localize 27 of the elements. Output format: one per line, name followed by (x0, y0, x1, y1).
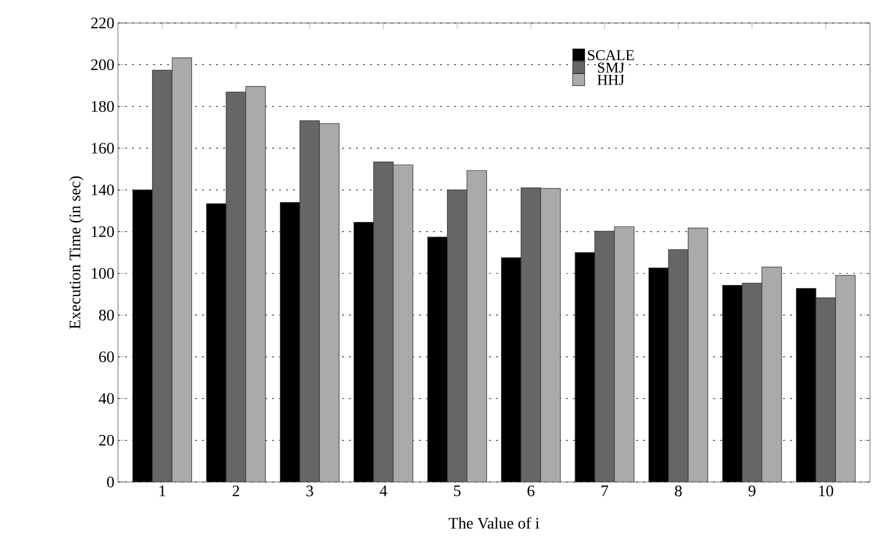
y-tick-label: 100 (92, 268, 114, 279)
y-axis-title: Execution Time (in sec) (69, 176, 84, 329)
x-tick-label: 9 (748, 486, 756, 496)
y-tick-label: 140 (92, 184, 114, 196)
legend-label: SCALE (588, 50, 634, 60)
y-tick-label: 200 (91, 59, 114, 70)
y-tick-label: 0 (107, 476, 114, 488)
y-tick-label: 80 (99, 310, 114, 320)
x-axis-title: The Value of i (448, 517, 540, 529)
y-tick-label: 60 (99, 351, 114, 362)
x-tick-label: 10 (819, 486, 834, 496)
x-tick-label: 1 (160, 486, 166, 496)
x-tick-label: 8 (674, 486, 682, 496)
y-tick-label: 120 (92, 226, 114, 238)
x-tick-label: 7 (602, 486, 608, 496)
x-tick-label: 2 (232, 486, 240, 496)
legend-label: SMJ (598, 62, 624, 73)
y-tick-label: 220 (91, 18, 114, 28)
x-tick-label: 4 (380, 486, 388, 496)
x-tick-label: 5 (454, 486, 461, 496)
y-tick-label: 180 (92, 101, 114, 112)
y-tick-label: 160 (92, 142, 114, 154)
legend-label: HHJ (597, 75, 624, 85)
y-tick-label: 20 (99, 434, 114, 446)
x-tick-label: 6 (528, 486, 534, 496)
x-tick-label: 3 (306, 486, 314, 496)
y-tick-label: 40 (98, 393, 114, 404)
